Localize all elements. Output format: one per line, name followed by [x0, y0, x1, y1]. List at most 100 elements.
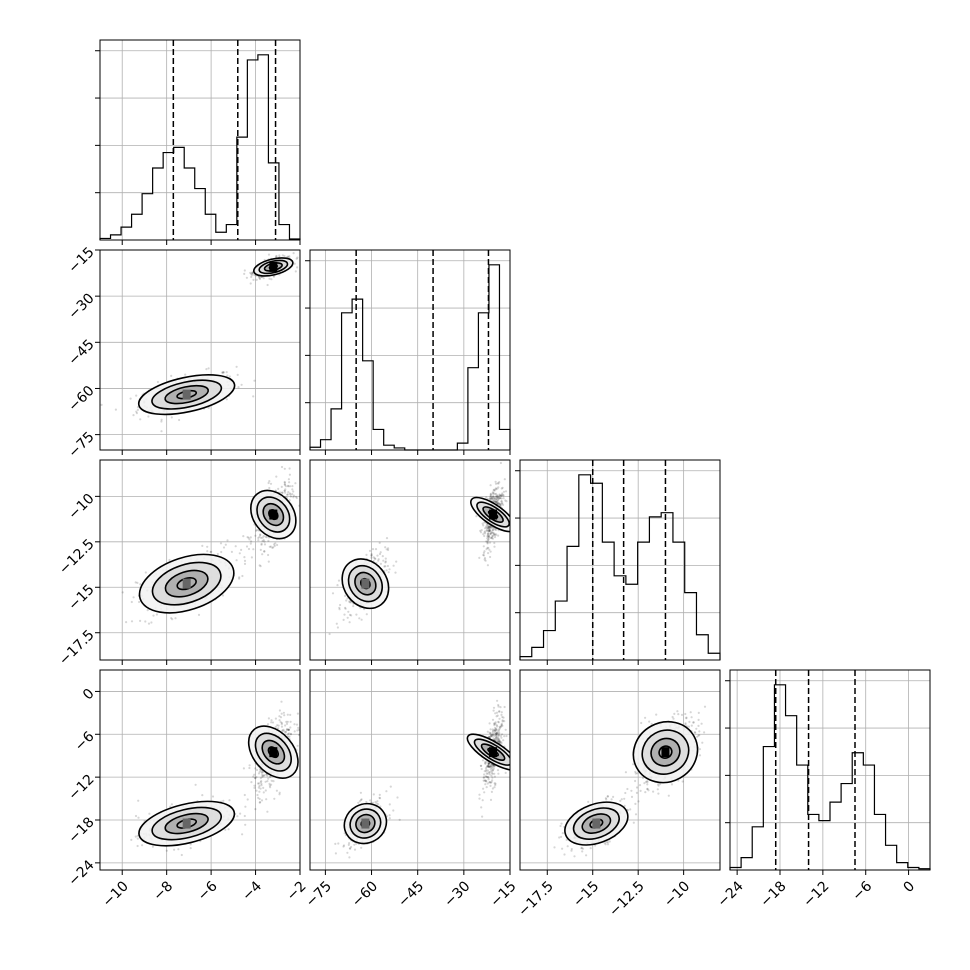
point	[566, 845, 569, 848]
point	[372, 793, 375, 796]
point	[494, 729, 497, 733]
point	[289, 495, 292, 498]
point	[494, 498, 497, 501]
point	[243, 562, 247, 566]
point	[498, 710, 501, 713]
point	[288, 481, 291, 484]
point	[559, 824, 562, 828]
point	[209, 550, 212, 554]
point	[243, 814, 246, 818]
point	[501, 719, 504, 722]
point	[496, 714, 499, 717]
point	[262, 539, 265, 542]
y-tick-label-3-1: −18	[65, 814, 97, 846]
point	[484, 527, 487, 530]
point	[288, 467, 291, 470]
point	[370, 554, 373, 557]
point	[235, 365, 238, 368]
point	[494, 482, 498, 485]
point	[580, 846, 583, 850]
point	[377, 803, 380, 806]
point	[257, 796, 260, 800]
point	[295, 257, 298, 260]
point	[492, 767, 495, 770]
point	[644, 716, 647, 719]
point	[478, 793, 481, 796]
point	[374, 557, 377, 561]
point	[287, 255, 290, 259]
point	[492, 531, 495, 535]
point	[478, 797, 481, 800]
point	[495, 497, 498, 500]
point	[489, 531, 493, 535]
point	[501, 715, 504, 719]
point	[238, 576, 241, 579]
point	[255, 278, 258, 281]
point	[134, 814, 138, 818]
point	[264, 780, 267, 783]
point	[684, 712, 687, 716]
point	[501, 486, 504, 489]
point	[344, 607, 347, 610]
point	[189, 843, 192, 846]
point	[246, 798, 249, 801]
point	[258, 277, 261, 280]
point	[493, 497, 496, 500]
point	[623, 804, 626, 807]
point	[489, 496, 492, 499]
point	[342, 618, 345, 622]
point	[292, 494, 295, 497]
point	[489, 798, 493, 802]
point	[275, 475, 278, 478]
point	[152, 614, 155, 617]
point	[371, 548, 375, 551]
point	[256, 793, 259, 797]
x-tick-label-2-3: −10	[661, 878, 693, 910]
point	[267, 717, 270, 720]
point	[501, 492, 504, 495]
scatter-frame-3-2	[519, 669, 721, 871]
point	[264, 535, 267, 538]
point	[270, 721, 273, 724]
point	[494, 733, 497, 736]
point	[278, 254, 281, 257]
point	[257, 536, 260, 540]
point	[147, 415, 150, 418]
point	[360, 618, 363, 621]
point	[634, 770, 637, 774]
point	[486, 524, 489, 528]
point	[697, 711, 700, 715]
point	[292, 496, 295, 499]
contour-2-0-0-2	[164, 569, 209, 598]
point	[248, 766, 251, 770]
point	[265, 798, 268, 801]
point	[698, 748, 702, 751]
point	[216, 552, 219, 556]
point	[335, 622, 338, 625]
point	[492, 495, 495, 498]
point	[259, 565, 262, 568]
point	[137, 816, 140, 819]
point	[243, 559, 247, 563]
point	[497, 736, 500, 739]
point	[267, 253, 271, 256]
point	[495, 533, 498, 536]
point	[268, 545, 271, 548]
point	[483, 776, 486, 779]
point	[236, 373, 239, 376]
point	[384, 561, 387, 564]
y-tick-label-2-0: −17.5	[56, 627, 98, 669]
point	[606, 841, 610, 844]
point	[496, 482, 499, 485]
point	[636, 772, 639, 775]
point	[353, 843, 356, 846]
scatter-panel-3-2	[519, 669, 721, 871]
point	[493, 775, 496, 778]
contour-3-0-1-1	[254, 732, 292, 772]
point	[487, 764, 490, 767]
point	[260, 799, 264, 802]
point	[677, 713, 680, 716]
point	[494, 500, 497, 504]
point	[623, 797, 626, 800]
point	[489, 492, 492, 495]
